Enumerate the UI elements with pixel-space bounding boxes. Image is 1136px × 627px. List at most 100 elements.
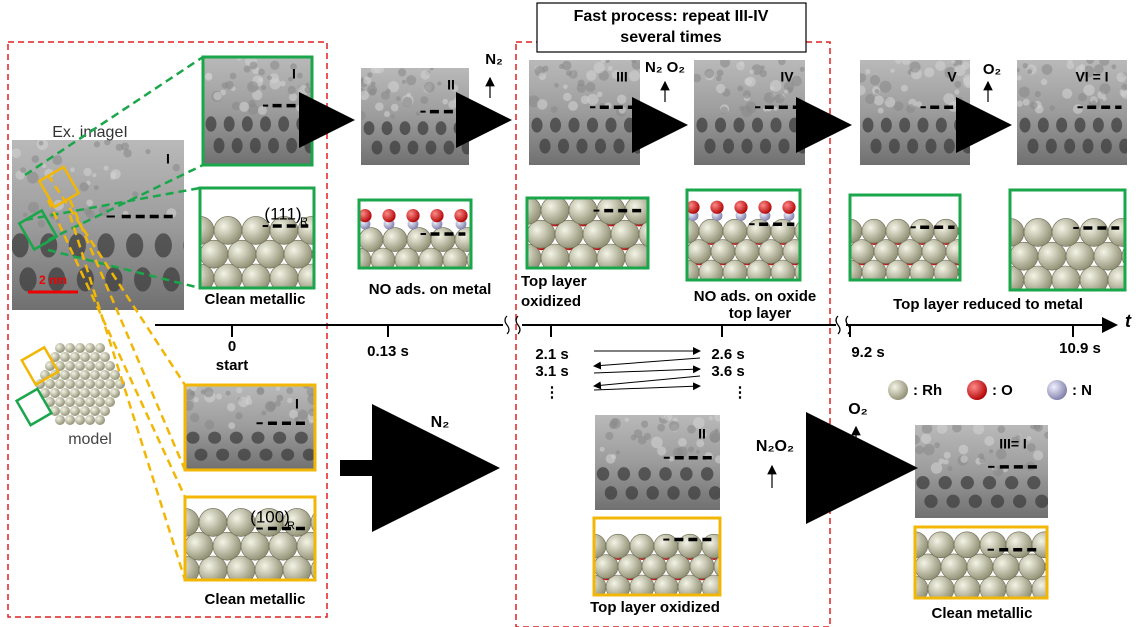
model-atom (55, 415, 65, 425)
speckle (94, 185, 99, 190)
speckle (997, 425, 1005, 433)
o-atom (758, 201, 771, 214)
speckle (261, 85, 266, 90)
lattice-spot (260, 116, 271, 131)
speckle (1034, 423, 1043, 432)
o-atom (648, 241, 658, 251)
speckle (267, 75, 272, 80)
lattice-spot (1119, 139, 1130, 154)
speckle (28, 202, 39, 213)
lattice-spot (944, 139, 955, 154)
speckle (608, 66, 613, 71)
rh-atom (1052, 218, 1080, 246)
o-atom (430, 209, 443, 222)
lattice-spot (797, 139, 808, 154)
lattice-spot (659, 467, 672, 481)
lattice-spot (969, 495, 982, 508)
rh-atom (910, 219, 934, 243)
speckle (230, 73, 237, 80)
time-label: start (216, 357, 249, 374)
atom-model (996, 190, 1136, 294)
speckle (773, 107, 777, 111)
speckle (1121, 84, 1128, 91)
caption: NO ads. on metal (369, 281, 492, 298)
rh-atom (1094, 242, 1122, 270)
model-atom (55, 379, 65, 389)
speckle (641, 421, 648, 428)
cycle-arrow (594, 386, 700, 390)
lattice-spot (1056, 118, 1067, 133)
model-atom (85, 379, 95, 389)
speckle (1073, 104, 1083, 114)
rh-atom (312, 240, 340, 268)
lattice-spot (1130, 118, 1136, 133)
rh-atom (555, 220, 583, 248)
speckle (629, 70, 640, 81)
speckle (1083, 84, 1094, 95)
atom-model (347, 200, 491, 272)
speckle (587, 94, 598, 105)
rh-atom (783, 240, 807, 264)
speckle (287, 398, 292, 403)
lattice-spot (364, 121, 375, 135)
model-atom (60, 352, 70, 362)
speckle (1111, 64, 1116, 69)
speckle (979, 457, 985, 463)
speckle (1027, 443, 1036, 452)
speckle (79, 182, 88, 191)
speckle (568, 101, 578, 111)
lattice-spot (1083, 139, 1094, 154)
model-atom (70, 370, 80, 380)
lattice-spot (704, 139, 715, 154)
model-atom (80, 370, 90, 380)
legend-label: : O (992, 382, 1013, 399)
lattice-spot (281, 449, 294, 461)
rh-atom (687, 240, 711, 264)
model-atom (100, 352, 110, 362)
lattice-spot (741, 139, 752, 154)
caption: oxidized (521, 293, 581, 310)
speckle (717, 69, 724, 76)
speckle (934, 442, 940, 448)
cycle-arrow (594, 369, 700, 373)
lattice-spot (454, 121, 465, 135)
rh-atom (359, 228, 383, 252)
lattice-spot (1005, 476, 1018, 489)
speckle (960, 455, 967, 462)
o-atom (803, 237, 811, 245)
speckle (205, 420, 215, 430)
speckle (784, 89, 788, 93)
o-atom (454, 209, 467, 222)
tem-image (855, 56, 991, 165)
lattice-spot (722, 467, 735, 481)
rh-atom (735, 240, 759, 264)
lattice-spot (688, 486, 701, 500)
lattice-spot (1111, 118, 1122, 133)
lattice-spot (730, 486, 743, 500)
rh-atom (541, 196, 569, 224)
gas-label: N₂ (485, 51, 503, 68)
lattice-spot (531, 118, 542, 133)
rh-atom (199, 508, 227, 536)
speckle (957, 97, 962, 102)
speckle (1027, 436, 1032, 441)
rh-atom (915, 554, 941, 580)
legend-label: : Rh (913, 382, 942, 399)
lattice-spot (605, 486, 618, 500)
rh-atom (1045, 554, 1071, 580)
speckle (749, 69, 754, 74)
gas-label: O₂ (983, 61, 1001, 78)
model-atom (55, 397, 65, 407)
caption: Clean metallic (205, 591, 306, 608)
lattice-spot (250, 138, 261, 153)
rh-atom (284, 240, 312, 268)
speckle (359, 91, 369, 101)
lattice-spot (208, 432, 221, 444)
speckle (236, 387, 242, 393)
model-atom (85, 397, 95, 407)
speckle (86, 210, 95, 219)
speckle (437, 81, 441, 85)
speckle (879, 81, 891, 93)
lattice-spot (19, 267, 36, 291)
facet-label: (111) (264, 204, 301, 223)
